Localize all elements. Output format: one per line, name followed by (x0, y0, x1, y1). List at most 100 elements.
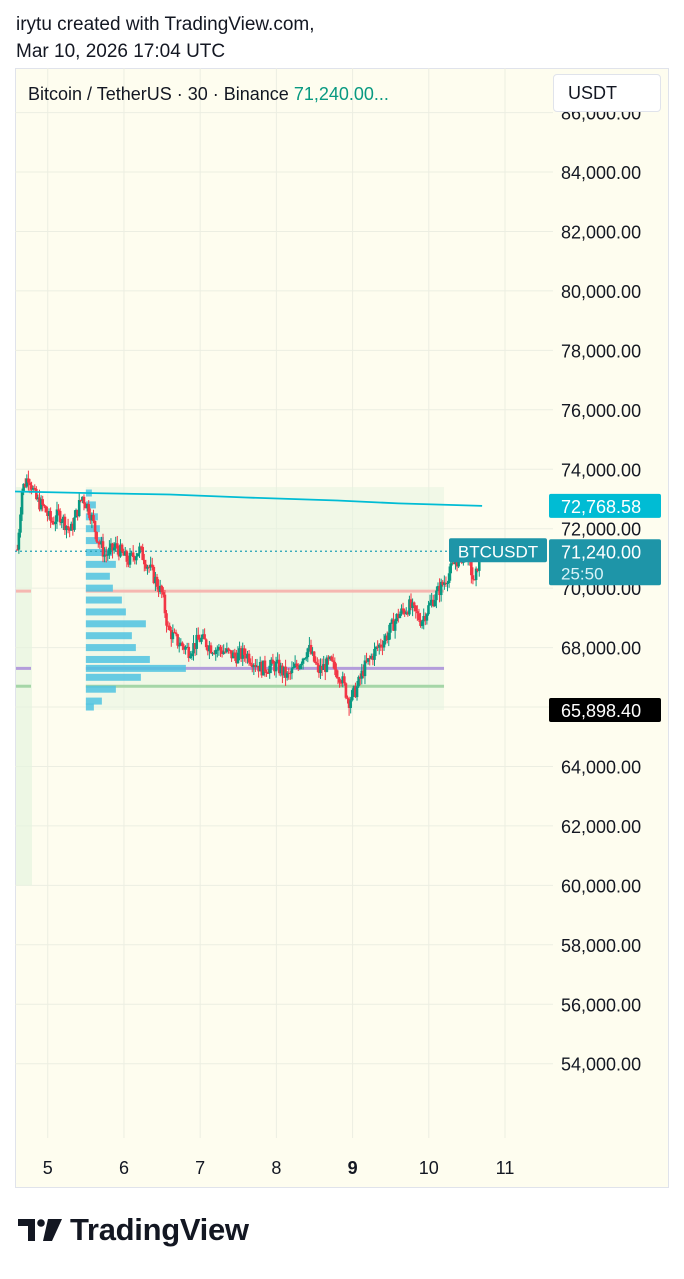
candle-body (135, 556, 138, 561)
candle-body (150, 564, 154, 567)
y-tick-label: 58,000.00 (561, 936, 641, 956)
candle-body (476, 568, 479, 571)
candle-body (279, 665, 283, 674)
candle-body (455, 561, 459, 567)
candle-body (49, 511, 52, 521)
candle-body (397, 613, 400, 619)
candle-body (169, 630, 173, 640)
candle-body (470, 558, 473, 576)
candle-body (125, 551, 129, 562)
y-tick-label: 56,000.00 (561, 995, 641, 1015)
time-axis[interactable]: 5 6 7 8 9 10 11 (43, 1158, 515, 1178)
candle-body (450, 562, 454, 564)
candle-body (120, 544, 124, 552)
candle-body (366, 658, 370, 662)
candle-body (304, 657, 308, 659)
price-axis[interactable]: 86,000.0084,000.0082,000.0080,000.0078,0… (561, 104, 641, 1075)
candle-body (295, 663, 299, 667)
candle-body (244, 655, 248, 659)
low-price-label: 65,898.40 (561, 701, 641, 721)
symbol-legend[interactable]: Bitcoin / TetherUS · 30 · Binance 71,240… (28, 84, 389, 105)
candle-body (52, 522, 56, 525)
symbol-tag-bg (449, 538, 547, 563)
candle-body (404, 612, 408, 614)
candle-body (331, 660, 335, 662)
candle-body (254, 665, 257, 667)
candle-body (427, 605, 430, 615)
candle-body (398, 613, 402, 619)
candle-body (130, 552, 133, 554)
candle-body (265, 671, 268, 673)
brand-name: TradingView (70, 1212, 249, 1247)
tradingview-logo-icon (18, 1219, 62, 1241)
volume-profile-bar (85, 537, 104, 545)
candle-body (233, 652, 237, 657)
y-tick-label: 78,000.00 (561, 341, 641, 361)
candle-body (193, 643, 197, 649)
chart-plot[interactable]: 86,000.0084,000.0082,000.0080,000.0078,0… (15, 68, 669, 1188)
candle-body (206, 647, 210, 652)
candle-body (362, 670, 365, 677)
candle-body (92, 515, 95, 522)
volume-profile-bar (85, 596, 122, 604)
candle-body (44, 506, 48, 513)
volume-profile-bar (85, 548, 112, 556)
candle-body (182, 646, 186, 650)
candle-body (219, 646, 222, 651)
candle-body (33, 488, 37, 490)
candle-body (314, 661, 318, 664)
candle-body (204, 639, 208, 648)
candle-body (443, 582, 446, 585)
candle-body (216, 649, 219, 651)
candle-body (98, 542, 102, 545)
candle-body (82, 496, 86, 504)
candle-body (333, 661, 337, 670)
candle-body (154, 576, 157, 584)
candle-body (69, 523, 73, 531)
candle-body (123, 551, 127, 556)
candle-body (201, 634, 205, 638)
candle-body (320, 665, 324, 670)
candle-body (36, 497, 40, 500)
candle-body (309, 644, 313, 654)
candle-body (47, 511, 51, 517)
candle-body (187, 646, 191, 658)
candle-body (235, 656, 238, 664)
candle-body (160, 585, 164, 593)
candle-body (301, 658, 305, 664)
candle-body (262, 660, 265, 676)
candle-body (430, 599, 433, 603)
candle-body (27, 478, 30, 483)
candle-body (347, 698, 351, 708)
candle-body (177, 645, 181, 647)
volume-profile-bar (85, 620, 146, 628)
candle-body (312, 651, 316, 662)
candle-body (168, 625, 171, 631)
candle-body (90, 515, 94, 521)
candle-body (255, 665, 259, 667)
candle-body (328, 656, 332, 660)
candle-body (41, 499, 44, 506)
candle-body (165, 613, 168, 626)
currency-button[interactable]: USDT (553, 74, 661, 112)
candle-body (184, 647, 187, 650)
candle-body (412, 602, 416, 606)
candle-body (419, 620, 422, 626)
candle-body (109, 543, 113, 548)
candle-body (335, 669, 338, 678)
x-tick-label: 6 (119, 1158, 129, 1178)
candle-body (247, 653, 251, 663)
candle-body (292, 667, 295, 669)
candle-body (417, 613, 421, 621)
candle-body (474, 568, 478, 580)
candle-body (365, 660, 368, 662)
candle-body (157, 586, 160, 592)
candle-body (425, 614, 429, 621)
candle-body (141, 547, 145, 560)
candle-body (241, 648, 245, 659)
candle-body (87, 504, 91, 515)
candle-body (258, 661, 262, 672)
candle-body (211, 653, 214, 655)
candle-body (352, 686, 356, 691)
candle-body (17, 532, 21, 550)
